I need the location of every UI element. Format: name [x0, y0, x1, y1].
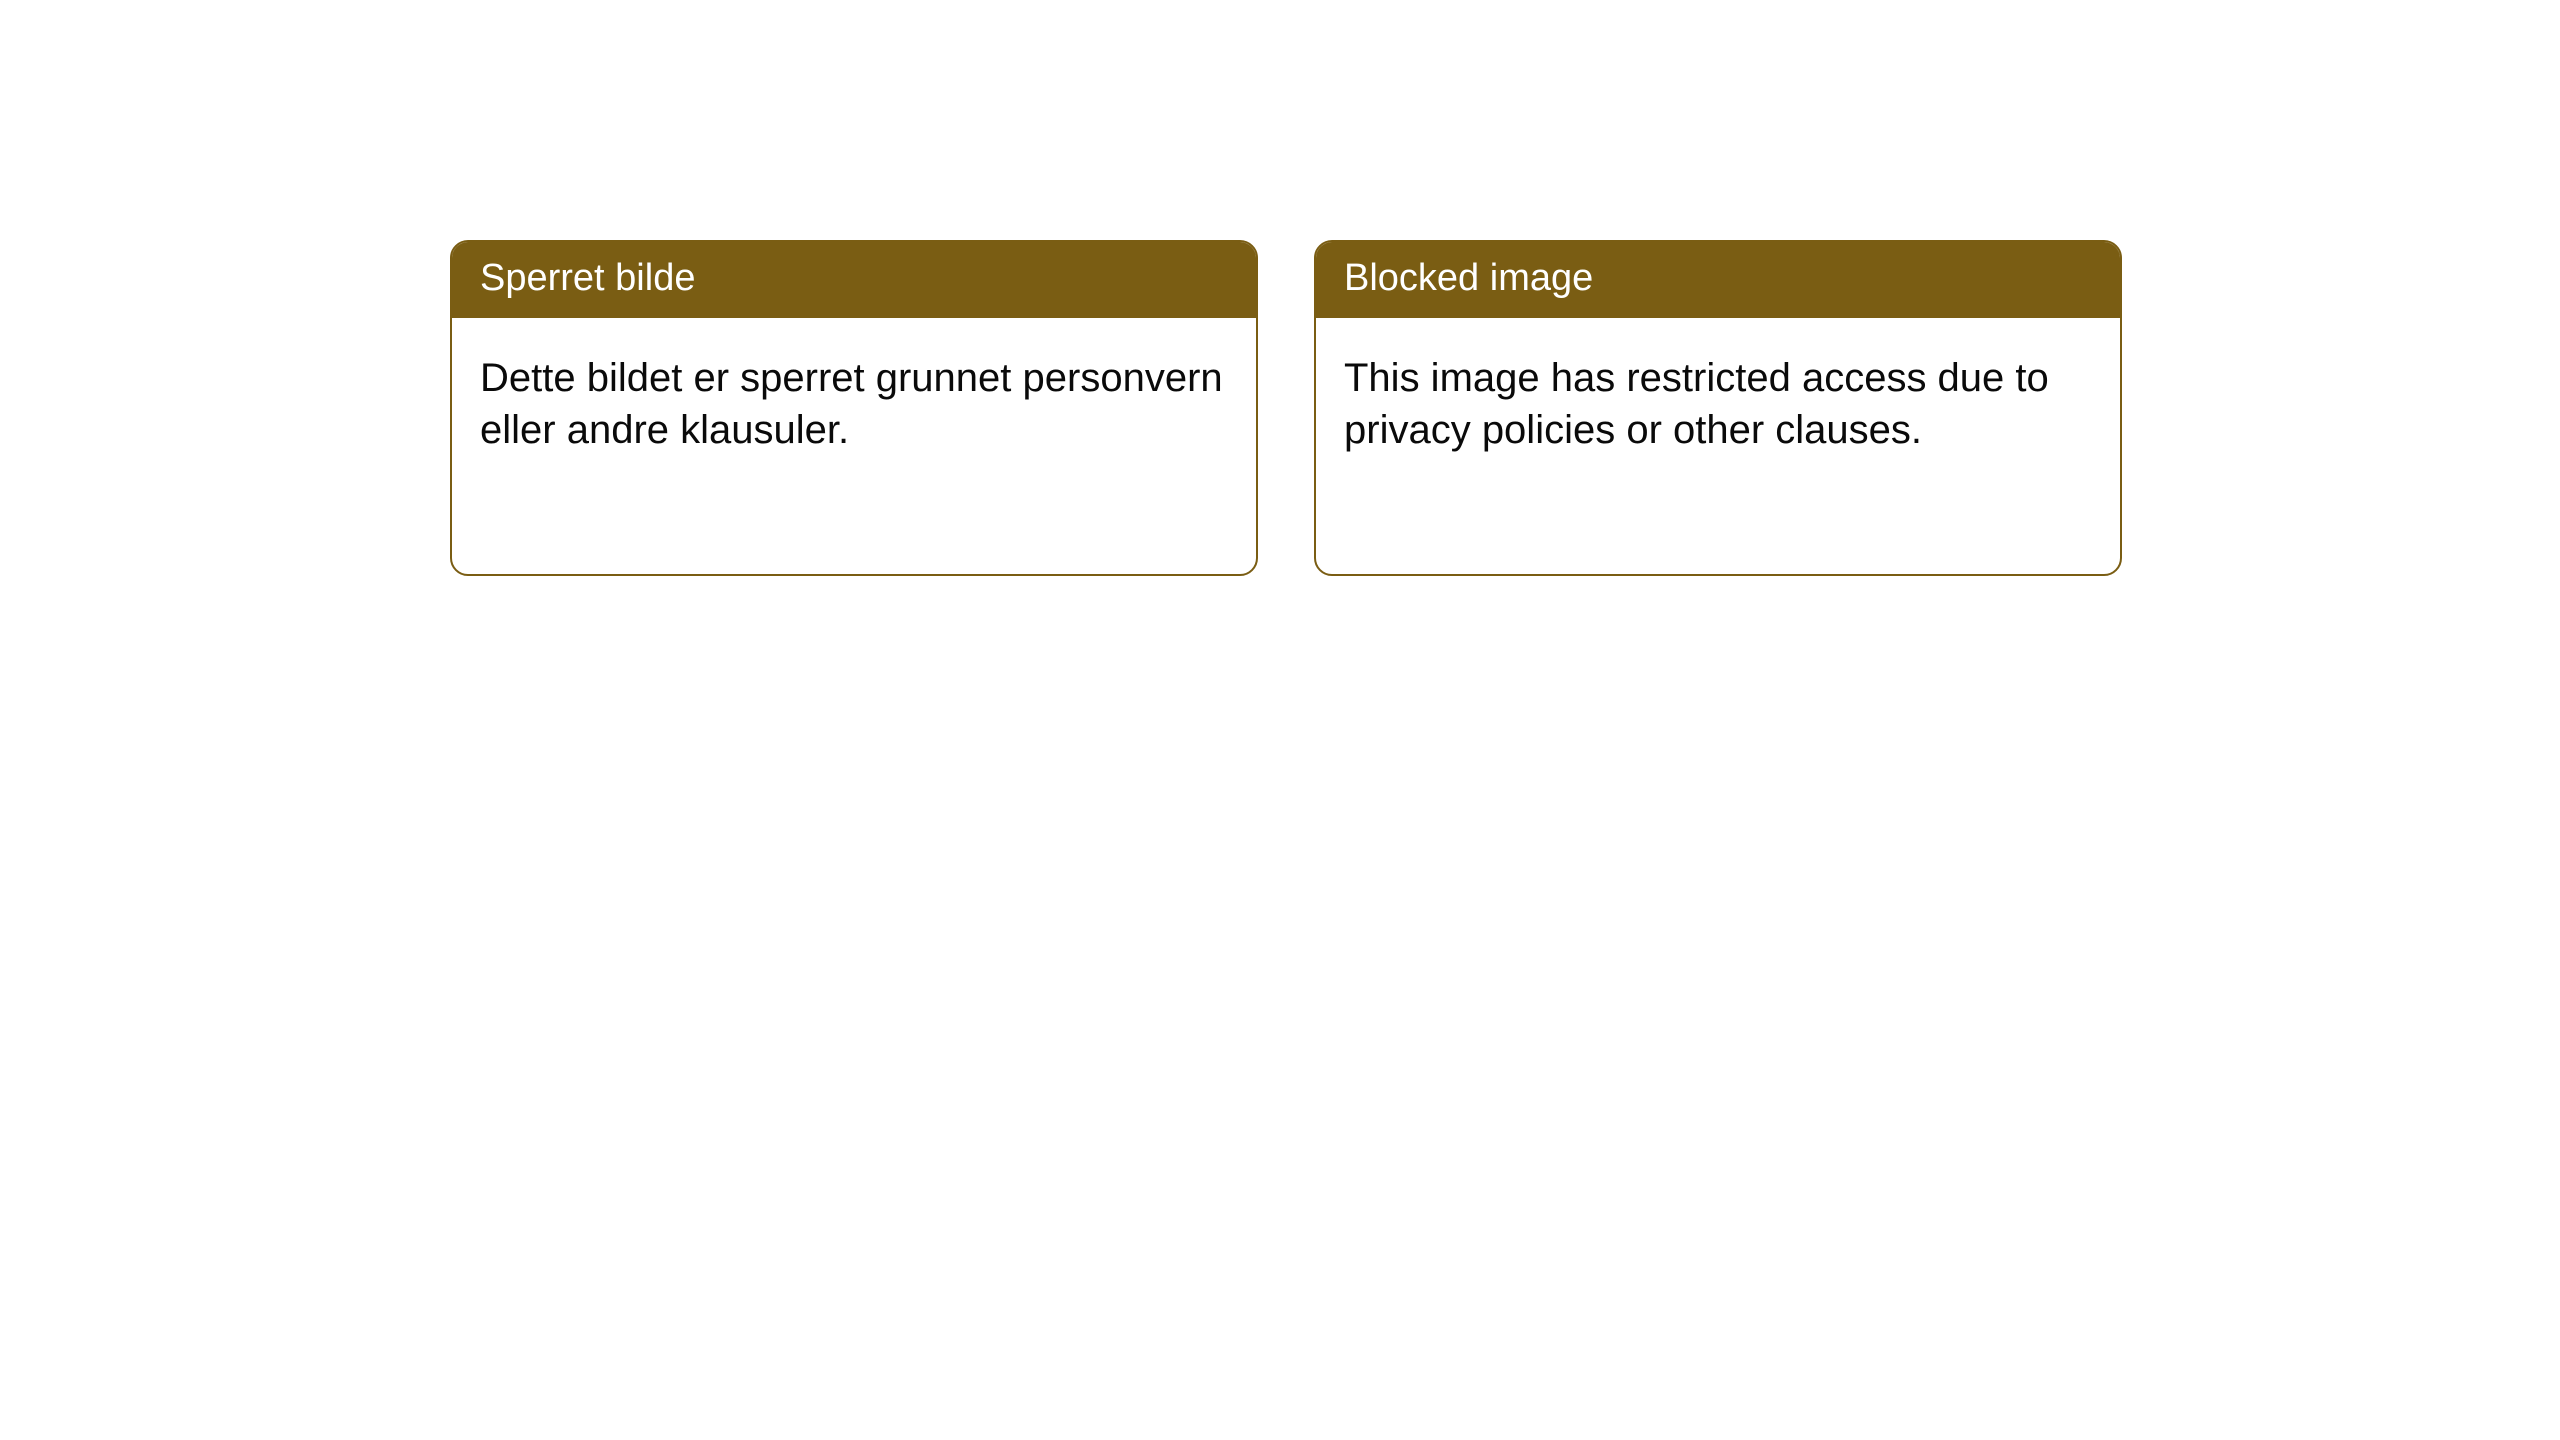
notices-container: Sperret bilde Dette bildet er sperret gr…	[0, 0, 2560, 576]
notice-body: This image has restricted access due to …	[1316, 318, 2120, 490]
notice-header: Sperret bilde	[452, 242, 1256, 318]
notice-card-norwegian: Sperret bilde Dette bildet er sperret gr…	[450, 240, 1258, 576]
notice-card-english: Blocked image This image has restricted …	[1314, 240, 2122, 576]
notice-header: Blocked image	[1316, 242, 2120, 318]
notice-body: Dette bildet er sperret grunnet personve…	[452, 318, 1256, 490]
